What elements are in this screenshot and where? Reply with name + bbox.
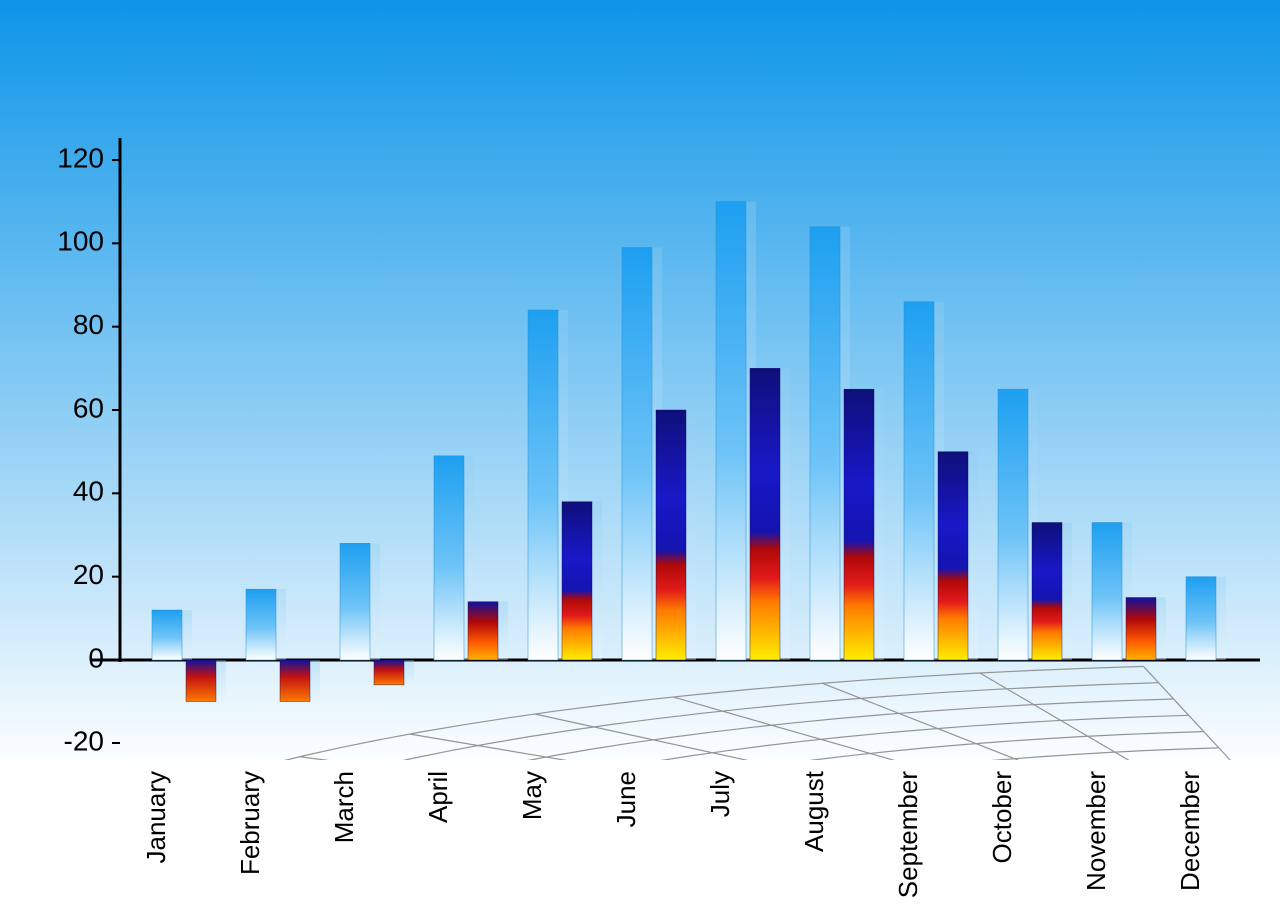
y-tick-label: 80 [73,309,104,340]
bar-primary: 28 [340,543,370,660]
bar-primary: 49 [434,456,464,660]
x-tick-label: January [141,771,171,864]
bar-secondary: -6 [374,660,404,685]
x-tick-label: February [235,771,265,875]
x-tick-label: October [987,771,1017,864]
y-tick-label: 100 [57,226,104,257]
bar-primary: 86 [904,302,934,660]
bar-primary: 99 [622,248,652,661]
bar-primary: 12 [152,610,182,660]
x-tick-label: April [423,771,453,823]
bar-secondary: -10 [280,660,310,702]
x-tick-label: July [705,771,735,817]
bar-secondary: 38 [562,502,592,660]
y-tick-label: 40 [73,476,104,507]
x-tick-label: December [1175,771,1205,891]
bar-secondary: 50 [938,452,968,660]
x-tick-label: November [1081,771,1111,891]
y-tick-label: 0 [88,642,104,673]
bar-primary: 84 [528,310,558,660]
bar-secondary: 14 [468,602,498,660]
bar-secondary: 33 [1032,523,1062,661]
y-tick-label: -20 [64,725,104,756]
bar-secondary: 65 [844,389,874,660]
x-tick-label: March [329,771,359,843]
bar-secondary: 15 [1126,598,1156,661]
bar-primary: 104 [810,227,840,660]
y-tick-label: 60 [73,392,104,423]
bar-primary: 110 [716,202,746,660]
x-tick-label: June [611,771,641,827]
x-tick-label: August [799,770,829,852]
bar-primary: 65 [998,389,1028,660]
bar-secondary: 60 [656,410,686,660]
y-tick-label: 20 [73,559,104,590]
bar-secondary: 70 [750,368,780,660]
bar-primary: 20 [1186,577,1216,660]
bar-primary: 33 [1092,523,1122,661]
chart-svg: 12-1017-1028-649148438996011070104658650… [0,0,1280,905]
x-tick-label: May [517,771,547,820]
x-tick-label: September [893,771,923,899]
bar-primary: 17 [246,589,276,660]
chart-stage: 12-1017-1028-649148438996011070104658650… [0,0,1280,905]
bar-secondary: -10 [186,660,216,702]
y-tick-label: 120 [57,142,104,173]
